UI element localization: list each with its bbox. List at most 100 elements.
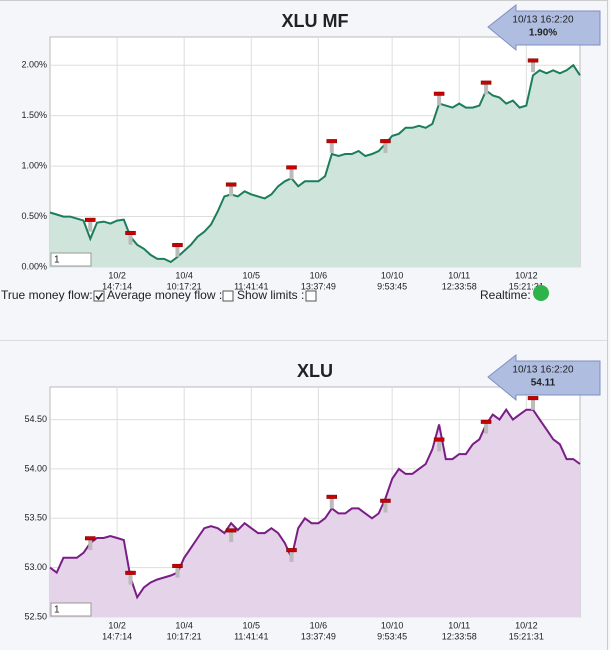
marker-stem	[383, 142, 388, 153]
x-tick-label: 10/5	[243, 270, 261, 280]
marker-stem	[229, 532, 234, 543]
checkbox[interactable]	[222, 290, 234, 302]
range-input-value: 1	[54, 255, 60, 266]
x-tick-label: 10/12	[515, 620, 538, 630]
marker-stem	[531, 62, 536, 73]
x-tick-time: 9:53:45	[377, 281, 407, 291]
x-tick-label: 10/11	[448, 620, 470, 630]
line	[49, 63, 581, 264]
marker-stem	[175, 567, 180, 578]
marker-stem	[437, 95, 442, 106]
x-tick-label: 10/11	[448, 270, 470, 280]
marker-stem	[289, 551, 294, 562]
marker	[225, 182, 237, 187]
x-tick-label: 10/12	[515, 270, 538, 280]
flag-value: 54.11	[531, 378, 556, 389]
marker	[85, 217, 96, 222]
y-tick-label: 54.50	[24, 414, 47, 424]
x-tick-time: 12:33:58	[442, 281, 477, 291]
x-tick-label: 10/10	[381, 620, 404, 630]
marker	[286, 548, 297, 553]
x-tick-label: 10/2	[108, 620, 126, 630]
x-tick-time: 12:33:58	[442, 631, 477, 641]
control-label: Realtime:	[480, 288, 531, 302]
x-tick-time: 15:21:31	[509, 631, 544, 641]
checkbox[interactable]	[93, 290, 105, 302]
marker	[225, 528, 237, 533]
marker	[380, 139, 391, 144]
flag	[487, 3, 601, 52]
x-tick-time: 13:37:49	[301, 281, 336, 291]
marker-stem	[128, 574, 133, 585]
marker	[380, 498, 391, 503]
x-tick-time: 11:41:41	[234, 281, 268, 291]
y-tick-label: 52.50	[24, 611, 47, 621]
marker	[172, 243, 183, 248]
y-tick-label: 1.00%	[21, 160, 47, 170]
marker-stem	[484, 84, 489, 95]
marker	[326, 139, 338, 144]
checkmark	[95, 292, 104, 301]
x-tick-time: 15:21:31	[509, 281, 544, 291]
flag	[487, 353, 601, 402]
marker	[326, 494, 338, 499]
marker-stem	[484, 423, 489, 434]
chart-title: XLU	[297, 361, 333, 381]
y-tick-label: 53.50	[24, 513, 47, 523]
marker	[286, 165, 297, 170]
x-tick-label: 10/5	[243, 620, 261, 630]
marker-stem	[437, 441, 442, 452]
area-fill	[50, 65, 580, 267]
y-tick-label: 53.00	[24, 562, 47, 572]
marker-stem	[175, 246, 180, 257]
x-tick-time: 9:53:45	[377, 631, 407, 641]
x-tick-label: 10/4	[175, 270, 193, 280]
marker	[125, 570, 136, 575]
y-tick-label: 2.00%	[21, 60, 47, 70]
marker-stem	[229, 186, 234, 197]
x-tick-label: 10/4	[175, 620, 193, 630]
x-tick-time: 14:7:14	[102, 281, 132, 291]
realtime-indicator[interactable]	[533, 285, 549, 301]
marker	[480, 419, 492, 424]
range-input-value: 1	[54, 605, 60, 616]
x-tick-time: 14:7:14	[102, 631, 132, 641]
marker	[433, 437, 445, 442]
marker	[172, 563, 183, 568]
line	[49, 407, 581, 600]
marker-stem	[383, 502, 388, 513]
control-label: Show limits :	[237, 288, 304, 302]
marker-stem	[289, 169, 294, 180]
flag-value: 1.90%	[529, 28, 557, 39]
marker-stem	[88, 540, 93, 551]
range-input[interactable]	[50, 252, 92, 267]
x-tick-label: 10/2	[108, 270, 126, 280]
marker	[85, 536, 96, 541]
marker	[527, 58, 539, 63]
y-tick-label: 54.00	[24, 463, 47, 473]
x-tick-label: 10/10	[381, 270, 404, 280]
x-tick-time: 10:17:21	[167, 281, 202, 291]
x-tick-time: 11:41:41	[234, 631, 268, 641]
chart-title: XLU MF	[282, 11, 349, 31]
range-input[interactable]	[50, 602, 92, 617]
control-label: Average money flow :	[107, 288, 222, 302]
x-tick-time: 13:37:49	[301, 631, 336, 641]
marker	[480, 80, 492, 85]
marker-stem	[329, 142, 334, 153]
marker	[433, 91, 445, 96]
marker	[125, 230, 136, 235]
marker-stem	[531, 399, 536, 410]
x-tick-label: 10/6	[310, 270, 328, 280]
marker-stem	[128, 234, 133, 245]
flag-date: 10/13 16:2:20	[512, 15, 574, 26]
marker-stem	[329, 498, 334, 509]
flag-date: 10/13 16:2:20	[512, 365, 574, 376]
checkbox[interactable]	[305, 290, 317, 302]
x-tick-time: 10:17:21	[167, 631, 202, 641]
y-tick-label: 0.00%	[21, 261, 47, 271]
marker	[527, 396, 539, 401]
y-tick-label: 0.50%	[21, 211, 47, 221]
